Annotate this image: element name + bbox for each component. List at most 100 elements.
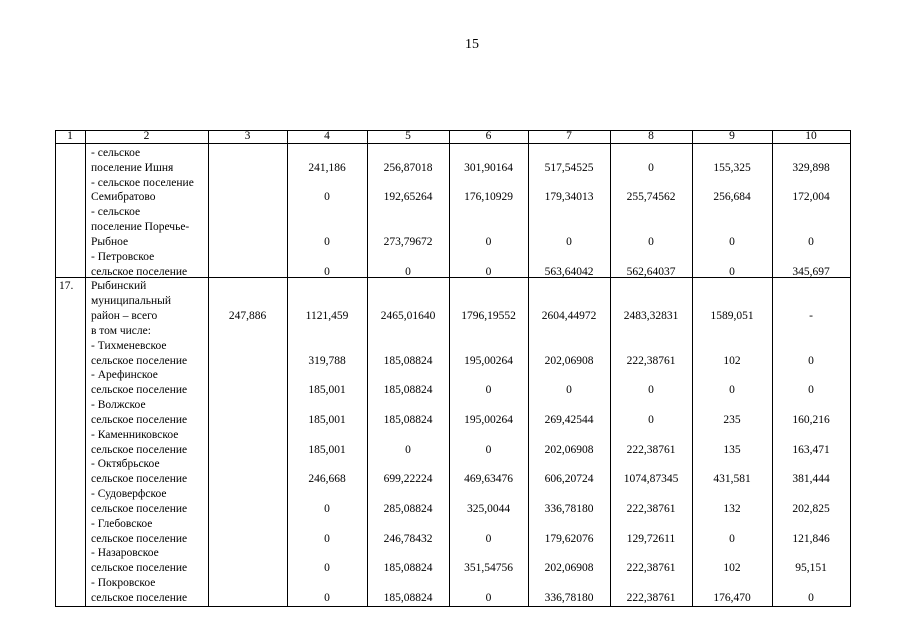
cell: 185,08824 (383, 354, 433, 367)
cell: 0 (808, 591, 814, 604)
row-label: - Тихменевское (91, 339, 167, 352)
cell: 185,08824 (383, 562, 433, 575)
table-border (55, 130, 851, 131)
table-border (55, 606, 851, 607)
table-border (528, 130, 529, 607)
row-label: Рыбинский (91, 280, 147, 293)
row-label: в том числе: (91, 324, 151, 337)
table-border (55, 143, 851, 144)
cell: 345,697 (792, 265, 830, 278)
cell: 129,72611 (626, 532, 676, 545)
cell: 185,08824 (383, 413, 433, 426)
cell: 0 (808, 354, 814, 367)
row-label: - Волжское (91, 399, 146, 412)
row-label: сельское поселение (91, 562, 188, 575)
cell: 179,34013 (544, 191, 594, 204)
header-cell: 6 (485, 130, 492, 142)
row-label: - Арефинское (91, 369, 158, 382)
table-border (367, 130, 368, 607)
cell: 1121,459 (305, 310, 349, 323)
cell: 0 (808, 235, 814, 248)
cell: 155,325 (713, 161, 751, 174)
cell: 222,38761 (626, 443, 676, 456)
header-cell: 7 (566, 130, 572, 142)
cell: 176,470 (713, 591, 751, 604)
header-cell: 1 (67, 130, 73, 142)
cell: 185,08824 (383, 384, 433, 397)
cell: 699,22224 (383, 473, 433, 486)
cell: 336,78180 (544, 502, 594, 515)
cell: 431,581 (713, 473, 751, 486)
table-border (208, 130, 209, 607)
cell: 241,186 (308, 161, 346, 174)
cell: 255,74562 (626, 191, 676, 204)
cell: 202,06908 (544, 562, 594, 575)
cell: 163,471 (792, 443, 830, 456)
cell: 269,42544 (544, 413, 594, 426)
row-border (55, 277, 851, 278)
row-label: поселение Ишня (91, 161, 174, 174)
row-label: - Судоверфское (91, 488, 167, 501)
cell: 121,846 (792, 532, 830, 545)
row-number: 17. (59, 280, 74, 293)
cell: 185,08824 (383, 591, 433, 604)
cell: 351,54756 (464, 562, 513, 575)
cell: 102 (723, 354, 741, 367)
cell: 185,001 (308, 384, 346, 397)
row-label: - сельское (91, 206, 141, 219)
cell: 185,001 (308, 413, 346, 426)
row-label: - Глебовское (91, 517, 153, 530)
cell: 246,78432 (383, 532, 433, 545)
cell: 195,00264 (464, 354, 513, 367)
row-label: - Покровское (91, 577, 156, 590)
cell: 202,825 (792, 502, 830, 515)
cell: 246,668 (308, 473, 346, 486)
row-label: муниципальный (91, 295, 172, 308)
cell: 0 (566, 235, 572, 248)
cell: 0 (485, 235, 492, 248)
header-cell: 9 (729, 130, 735, 142)
cell: 135 (723, 443, 741, 456)
cell: 0 (324, 591, 330, 604)
cell: 2483,32831 (623, 310, 679, 323)
cell: 381,444 (792, 473, 830, 486)
cell: 172,004 (792, 191, 830, 204)
table-border (287, 130, 288, 607)
table-border (449, 130, 450, 607)
cell: 195,00264 (464, 413, 513, 426)
cell: 2465,01640 (380, 310, 436, 323)
cell: 325,0044 (466, 502, 511, 515)
cell: 222,38761 (626, 562, 676, 575)
row-label: - Петровское (91, 250, 155, 263)
cell: 0 (648, 384, 654, 397)
row-label: район – всего (91, 310, 158, 323)
header-cell: 2 (143, 130, 150, 142)
cell: 0 (485, 265, 492, 278)
cell: 132 (723, 502, 741, 515)
table-border (85, 130, 86, 607)
row-label: - сельское (91, 147, 141, 159)
page-number: 15 (465, 37, 479, 52)
cell: 222,38761 (626, 591, 676, 604)
cell: 202,06908 (544, 354, 594, 367)
cell: 0 (405, 265, 411, 278)
cell: 0 (485, 532, 492, 545)
row-label: сельское поселение (91, 591, 188, 604)
cell: 562,64037 (626, 265, 676, 278)
cell: 256,87018 (383, 161, 433, 174)
cell: 0 (324, 532, 330, 545)
table-border (55, 130, 56, 607)
cell: 563,64042 (544, 265, 594, 278)
cell: 222,38761 (626, 502, 676, 515)
row-label: сельское поселение (91, 413, 188, 426)
cell: 319,788 (308, 354, 346, 367)
cell: 0 (648, 413, 654, 426)
cell: 0 (324, 191, 330, 204)
cell: 235 (723, 413, 741, 426)
table-border (692, 130, 693, 607)
cell: 202,06908 (544, 443, 594, 456)
cell: 0 (808, 384, 814, 397)
header-cell: 5 (405, 130, 411, 142)
cell: 0 (405, 443, 411, 456)
cell: 95,151 (795, 562, 827, 575)
